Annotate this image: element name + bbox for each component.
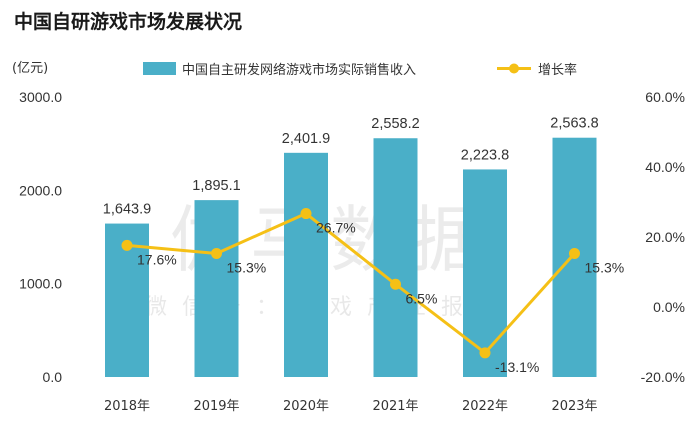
left-axis: 0.0 1000.0 2000.0 3000.0 xyxy=(19,89,62,385)
growth-value-label: 6.5% xyxy=(406,290,438,306)
bar-value-label: 1,643.9 xyxy=(103,202,151,218)
chart-title: 中国自研游戏市场发展状况 xyxy=(14,10,242,33)
growth-value-label: -13.1% xyxy=(495,359,539,375)
legend-bar-swatch xyxy=(143,62,176,75)
growth-point xyxy=(211,247,222,259)
bar xyxy=(373,138,418,377)
bar-value-label: 2,558.2 xyxy=(371,116,419,132)
right-axis: -20.0% 0.0% 20.0% 40.0% 60.0% xyxy=(641,89,685,385)
growth-line xyxy=(126,212,576,355)
x-tick-label: 2023年 xyxy=(551,399,597,414)
left-axis-unit: (亿元) xyxy=(12,61,48,76)
legend-line-marker xyxy=(509,63,519,74)
legend-line-label: 增长率 xyxy=(538,62,577,78)
bar xyxy=(194,200,239,377)
right-tick-label: 0.0% xyxy=(653,299,685,315)
growth-point xyxy=(300,208,312,220)
bar-value-label: 1,895.1 xyxy=(192,178,240,194)
bar-value-label: 2,401.9 xyxy=(282,131,330,147)
x-tick-label: 2021年 xyxy=(372,399,418,414)
x-tick-label: 2020年 xyxy=(283,399,329,414)
growth-point xyxy=(569,247,580,259)
growth-value-label: 15.3% xyxy=(227,259,267,275)
left-tick-label: 3000.0 xyxy=(19,89,62,105)
bar-value-label: 2,563.8 xyxy=(550,116,598,132)
right-tick-label: -20.0% xyxy=(641,369,685,385)
legend: 中国自主研发网络游戏市场实际销售收入 增长率 xyxy=(143,62,577,78)
right-tick-label: 60.0% xyxy=(645,89,685,105)
right-tick-label: 40.0% xyxy=(645,159,685,175)
left-tick-label: 2000.0 xyxy=(19,182,62,198)
bar xyxy=(284,152,328,377)
bar xyxy=(463,169,507,377)
growth-point xyxy=(479,347,491,359)
bar-series xyxy=(105,137,597,377)
x-axis: 2018年 2019年 2020年 2021年 2022年 2023年 xyxy=(104,399,598,414)
bar-value-label: 2,223.8 xyxy=(461,147,509,163)
growth-line-series: 17.6% 15.3% 26.7% 6.5% -13.1% 15.3% xyxy=(121,208,625,375)
x-tick-label: 2022年 xyxy=(462,399,508,414)
legend-bar-label: 中国自主研发网络游戏市场实际销售收入 xyxy=(182,62,416,78)
left-tick-label: 1000.0 xyxy=(19,276,62,292)
right-tick-label: 20.0% xyxy=(645,229,685,245)
x-tick-label: 2019年 xyxy=(193,399,239,414)
growth-point xyxy=(390,278,401,290)
growth-value-label: 15.3% xyxy=(585,259,625,275)
left-tick-label: 0.0 xyxy=(43,369,63,385)
growth-value-label: 17.6% xyxy=(137,251,177,267)
bar-value-labels: 1,643.9 1,895.1 2,401.9 2,558.2 2,223.8 2,563… xyxy=(103,116,599,218)
growth-value-label: 26.7% xyxy=(316,220,356,236)
growth-point xyxy=(121,239,133,251)
x-tick-label: 2018年 xyxy=(104,399,150,414)
